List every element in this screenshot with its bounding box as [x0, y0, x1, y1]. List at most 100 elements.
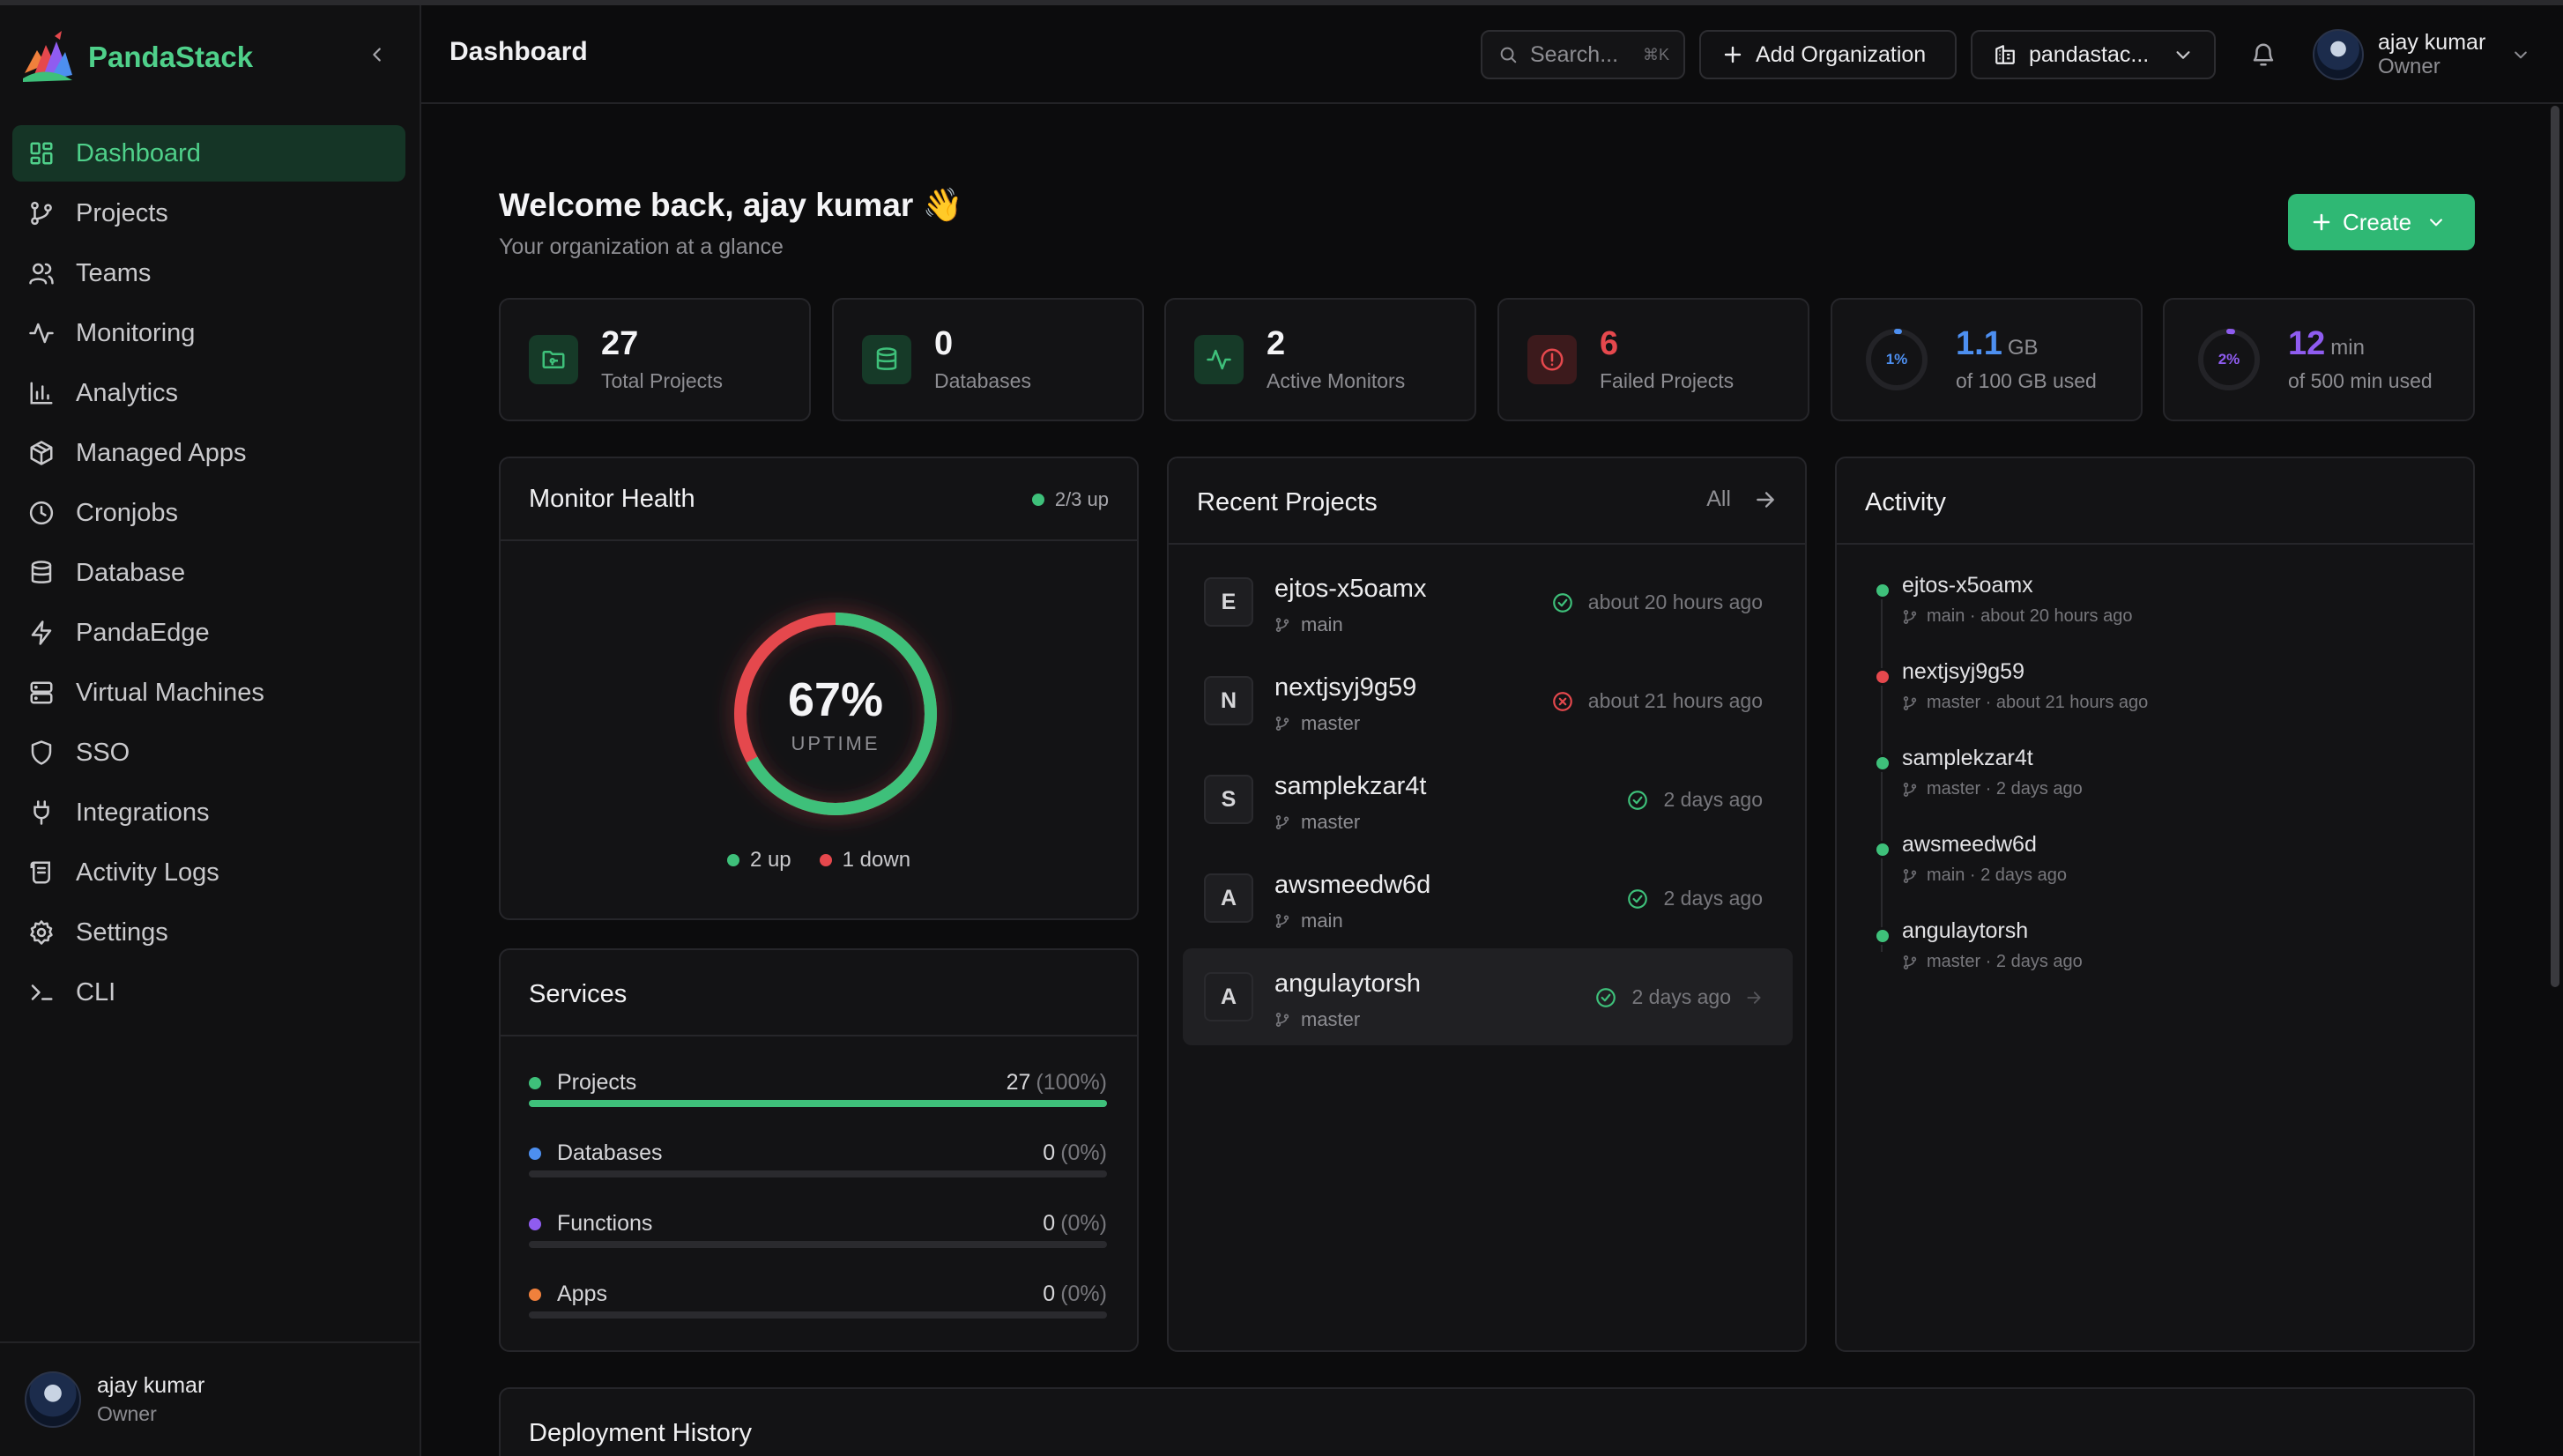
activity-project-name: ejtos-x5oamx [1902, 573, 2033, 598]
service-name: Apps [529, 1281, 607, 1307]
sidebar-item-cli[interactable]: CLI [12, 964, 405, 1021]
git-branch-icon [1902, 609, 1918, 625]
sidebar-item-integrations[interactable]: Integrations [12, 784, 405, 841]
sidebar-item-label: SSO [76, 738, 130, 767]
user-name: ajay kumar [2378, 30, 2486, 56]
create-label: Create [2343, 208, 2412, 235]
usage-card-build-minutes[interactable]: 2% 12 min of 500 min used [2163, 298, 2475, 421]
project-status: about 20 hours ago [1551, 591, 1763, 614]
panel-title: Recent Projects [1197, 488, 1378, 516]
stat-card-failed-projects[interactable]: 6 Failed Projects [1497, 298, 1809, 421]
project-branch: main [1274, 613, 1343, 636]
activity-pulse-icon [26, 318, 56, 348]
activity-item[interactable]: awsmeedw6d main · 2 days ago [1870, 832, 2452, 911]
project-name: samplekzar4t [1274, 772, 1427, 800]
sidebar-item-analytics[interactable]: Analytics [12, 365, 405, 421]
project-status: 2 days ago [1594, 985, 1763, 1009]
project-initial: A [1204, 873, 1253, 923]
service-dot [529, 1076, 541, 1089]
activity-status-dot [1874, 582, 1891, 599]
welcome-subtitle: Your organization at a glance [499, 234, 784, 259]
page-title: Dashboard [449, 37, 588, 66]
activity-item[interactable]: nextjsyj9g59 master · about 21 hours ago [1870, 659, 2452, 739]
git-branch-icon [1902, 868, 1918, 884]
stat-label: of 100 GB used [1956, 368, 2097, 392]
project-branch: master [1274, 712, 1360, 735]
sidebar-item-projects[interactable]: Projects [12, 185, 405, 241]
sidebar-item-monitoring[interactable]: Monitoring [12, 305, 405, 361]
search-input[interactable]: Search... ⌘K [1481, 30, 1685, 79]
uptime-readout: 67% UPTIME [712, 591, 959, 837]
stat-card-active-monitors[interactable]: 2 Active Monitors [1164, 298, 1476, 421]
sidebar-item-pandaedge[interactable]: PandaEdge [12, 605, 405, 661]
create-button[interactable]: Create [2288, 194, 2475, 250]
stat-card-total-projects[interactable]: 27 Total Projects [499, 298, 811, 421]
notifications-button[interactable] [2247, 39, 2279, 71]
scroll-icon [26, 858, 56, 888]
service-count: 0 (0%) [1043, 1140, 1107, 1165]
services-panel: Services Projects 27 (100%) Databases 0 (0%) F… [499, 948, 1139, 1352]
sidebar-user-role: Owner [97, 1402, 157, 1425]
sidebar-item-activity-logs[interactable]: Activity Logs [12, 844, 405, 901]
sidebar-item-teams[interactable]: Teams [12, 245, 405, 301]
plus-icon [2313, 213, 2330, 231]
activity-item[interactable]: ejtos-x5oamx main · about 20 hours ago [1870, 573, 2452, 652]
project-name: angulaytorsh [1274, 969, 1422, 998]
minutes-usage-value: 12 [2288, 324, 2326, 362]
activity-item[interactable]: angulaytorsh master · 2 days ago [1870, 918, 2452, 998]
main-scrollbar[interactable] [2551, 106, 2559, 987]
check-circle-icon [1626, 888, 1649, 910]
uptime-arc [734, 613, 937, 815]
user-menu[interactable]: ajay kumar Owner [2313, 26, 2530, 83]
sidebar-item-cronjobs[interactable]: Cronjobs [12, 485, 405, 541]
sidebar-item-virtual-machines[interactable]: Virtual Machines [12, 665, 405, 721]
sidebar-item-label: PandaEdge [76, 618, 210, 647]
usage-card-storage[interactable]: 1% 1.1 GB of 100 GB used [1831, 298, 2143, 421]
service-count: 0 (0%) [1043, 1211, 1107, 1236]
sidebar-item-database[interactable]: Database [12, 545, 405, 601]
organization-select[interactable]: pandastac... [1971, 30, 2216, 79]
sidebar-item-sso[interactable]: SSO [12, 724, 405, 781]
add-organization-button[interactable]: Add Organization [1699, 30, 1957, 79]
sidebar-item-label: Activity Logs [76, 858, 219, 887]
search-placeholder: Search... [1530, 41, 1619, 67]
monitor-health-panel: Monitor Health 2/3 up 67% UPTIME 2 up 1 … [499, 457, 1139, 920]
activity-project-name: samplekzar4t [1902, 746, 2033, 770]
project-status: 2 days ago [1626, 887, 1763, 910]
service-row-apps: Apps 0 (0%) [529, 1281, 1107, 1350]
activity-timeline-line [1881, 599, 1883, 952]
stat-value: 6 [1600, 324, 1619, 362]
sidebar-user[interactable]: ajay kumar Owner [0, 1341, 420, 1456]
service-count: 27 (100%) [1006, 1070, 1107, 1095]
brand[interactable]: PandaStack [19, 28, 253, 86]
bar-chart-icon [26, 378, 56, 408]
sidebar-item-label: Cronjobs [76, 498, 179, 527]
stat-label: Databases [934, 368, 1031, 392]
stat-value: 27 [601, 324, 639, 362]
storage-usage-value: 1.1 [1956, 324, 2002, 362]
activity-item[interactable]: samplekzar4t master · 2 days ago [1870, 746, 2452, 825]
sidebar-item-dashboard[interactable]: Dashboard [12, 125, 405, 182]
panel-title: Services [529, 980, 628, 1008]
activity-meta: master · about 21 hours ago [1902, 693, 2148, 713]
uptime-gauge [729, 607, 942, 821]
project-status: about 21 hours ago [1551, 689, 1763, 713]
project-initial: A [1204, 972, 1253, 1021]
folder-icon [529, 335, 578, 384]
stat-label: Failed Projects [1600, 368, 1735, 392]
stat-card-databases[interactable]: 0 Databases [832, 298, 1144, 421]
git-branch-icon [1902, 955, 1918, 970]
sidebar-item-label: Dashboard [76, 138, 201, 167]
bell-icon [2253, 43, 2274, 66]
collapse-sidebar-button[interactable] [360, 37, 395, 72]
database-icon [862, 335, 911, 384]
sidebar-item-managed-apps[interactable]: Managed Apps [12, 425, 405, 481]
sidebar-item-settings[interactable]: Settings [12, 904, 405, 961]
service-row-functions: Functions 0 (0%) [529, 1211, 1107, 1281]
view-all-projects-link[interactable]: All [1706, 487, 1777, 512]
